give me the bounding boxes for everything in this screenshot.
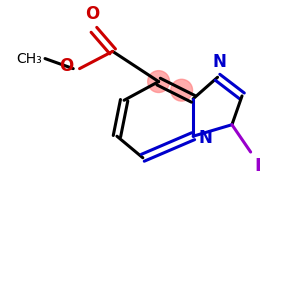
Text: N: N (198, 129, 212, 147)
Text: I: I (254, 157, 261, 175)
Circle shape (148, 70, 169, 92)
Text: O: O (59, 57, 73, 75)
Text: O: O (85, 5, 100, 23)
Circle shape (171, 79, 193, 101)
Text: CH₃: CH₃ (16, 52, 42, 66)
Text: N: N (212, 53, 226, 71)
